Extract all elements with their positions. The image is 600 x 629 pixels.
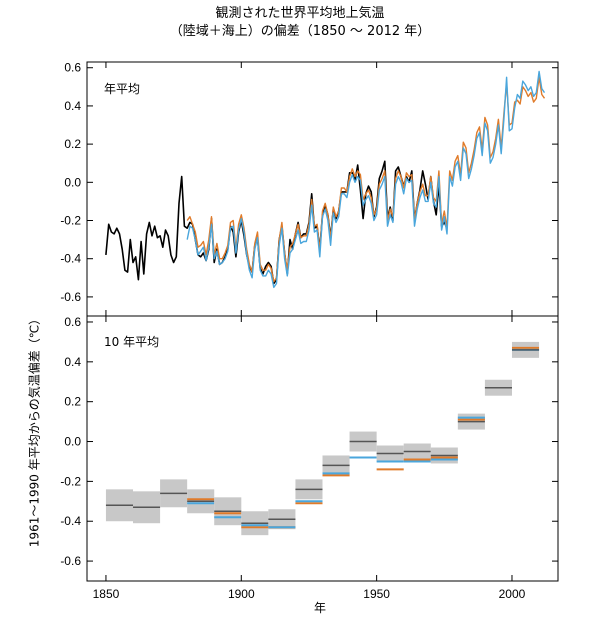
decadal-ytick-label: 0.4 — [64, 355, 81, 369]
decadal-ytick-label: 0.0 — [64, 435, 81, 449]
annual-ytick-label: 0.0 — [64, 175, 81, 189]
decadal-ytick-label: -0.4 — [60, 514, 81, 528]
chart-title-line2: （陸域＋海上）の偏差（1850 ～ 2012 年） — [169, 24, 431, 39]
annual-mean-panel: 年平均 -0.6 -0.4 -0.2 0.0 0.2 0.4 0.6 — [60, 61, 559, 317]
decadal-ytick-label: 0.6 — [64, 315, 81, 329]
xtick-label: 1850 — [93, 587, 120, 601]
annual-series-orange — [186, 76, 546, 283]
chart-title-line1: 観測された世界平均地上気温 — [215, 6, 385, 21]
decadal-ytick-label: -0.6 — [60, 554, 81, 568]
annual-panel-frame — [86, 61, 559, 317]
decadal-ytick-label: -0.2 — [60, 474, 81, 488]
xtick-label: 2000 — [499, 587, 526, 601]
annual-series-blue — [186, 70, 546, 289]
annual-ytick-label: 0.2 — [64, 137, 81, 151]
annual-ytick-label: 0.4 — [64, 99, 81, 113]
annual-panel-title: 年平均 — [104, 82, 140, 96]
xtick-label: 1950 — [363, 587, 390, 601]
decadal-mean-panel: 10 年平均 -0.6 -0.4 -0.2 0.0 0.2 0.4 0.6 1850 1900 1… — [60, 315, 559, 601]
decadal-panel-title: 10 年平均 — [104, 335, 159, 349]
x-axis-label: 年 — [314, 601, 326, 615]
annual-ytick-label: -0.4 — [60, 252, 81, 266]
decadal-panel-frame — [86, 315, 559, 582]
decadal-ytick-label: 0.2 — [64, 395, 81, 409]
annual-ytick-label: -0.6 — [60, 290, 81, 304]
xtick-label: 1900 — [228, 587, 255, 601]
annual-ytick-label: 0.6 — [64, 61, 81, 75]
annual-ytick-label: -0.2 — [60, 214, 81, 228]
